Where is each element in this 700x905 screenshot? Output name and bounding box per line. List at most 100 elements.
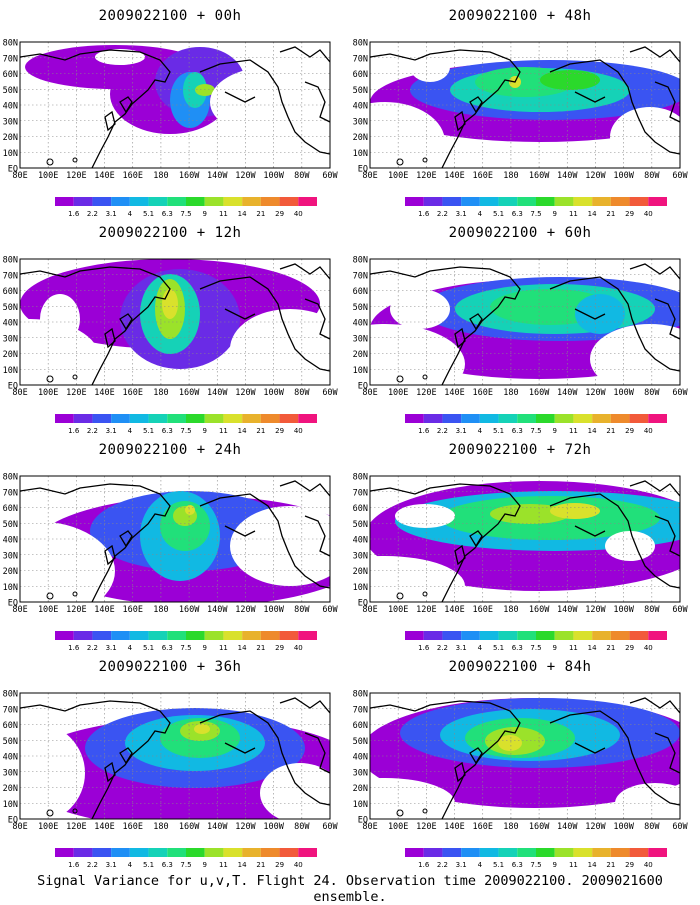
colorbar-tick-label: 2.2 bbox=[437, 644, 448, 652]
colorbar-swatch bbox=[148, 414, 168, 423]
colorbar-swatch bbox=[186, 197, 205, 206]
latitude-label: 30N bbox=[3, 334, 18, 344]
colorbar-swatch bbox=[186, 414, 205, 423]
colorbar-tick-label: 40 bbox=[644, 644, 653, 652]
longitude-label: 180 bbox=[503, 605, 518, 615]
latitude-label: 40N bbox=[3, 753, 18, 763]
colorbar-tick-label: 2.2 bbox=[87, 644, 98, 652]
colorbar-swatch bbox=[461, 197, 480, 206]
colorbar-tick-label: 3.1 bbox=[106, 644, 117, 652]
panel-title: 2009022100 + 12h bbox=[98, 225, 242, 241]
colorbar-swatch bbox=[73, 631, 93, 640]
colorbar-swatch bbox=[423, 631, 443, 640]
colorbar-tick-label: 7.5 bbox=[180, 427, 191, 435]
colorbar-tick-label: 5.1 bbox=[143, 644, 154, 652]
colorbar-tick-label: 5.1 bbox=[493, 861, 504, 869]
colorbar-swatch bbox=[479, 848, 499, 857]
colorbar-swatch bbox=[536, 414, 555, 423]
latitude-label: EQ bbox=[358, 816, 368, 826]
latitude-label: 10N bbox=[3, 366, 18, 376]
longitude-label: 100E bbox=[388, 822, 408, 832]
longitude-label: 80W bbox=[644, 388, 660, 398]
panel-title: 2009022100 + 36h bbox=[98, 659, 242, 675]
colorbar-swatch bbox=[648, 848, 667, 857]
variance-shading bbox=[194, 724, 210, 734]
colorbar-tick-label: 11 bbox=[569, 861, 578, 869]
latitude-label: EQ bbox=[358, 382, 368, 392]
variance-shading bbox=[195, 84, 215, 96]
longitude-label: 140E bbox=[94, 388, 114, 398]
colorbar-tick-label: 11 bbox=[219, 861, 228, 869]
longitude-label: 100W bbox=[263, 822, 284, 832]
colorbar-swatch bbox=[479, 197, 499, 206]
colorbar-swatch bbox=[298, 631, 317, 640]
colorbar-tick-label: 21 bbox=[256, 427, 265, 435]
longitude-label: 80W bbox=[644, 605, 660, 615]
colorbar-swatch bbox=[111, 848, 130, 857]
colorbar-tick-label: 29 bbox=[625, 644, 634, 652]
longitude-label: 80E bbox=[362, 822, 377, 832]
longitude-label: 60W bbox=[322, 171, 338, 181]
longitude-label: 80E bbox=[362, 605, 377, 615]
longitude-label: 140W bbox=[557, 388, 578, 398]
colorbar-swatch bbox=[442, 631, 462, 640]
colorbar-swatch bbox=[260, 197, 280, 206]
longitude-label: 120W bbox=[235, 822, 256, 832]
forecast-panel: 2009022100 + 00h 80N 70N 60N 50N 40N 30N 20N 10N… bbox=[0, 0, 340, 218]
colorbar-tick-label: 1.6 bbox=[418, 427, 430, 435]
colorbar-tick-label: 1.6 bbox=[68, 644, 80, 652]
colorbar-tick-label: 7.5 bbox=[530, 861, 541, 869]
longitude-label: 100W bbox=[263, 171, 284, 181]
longitude-label: 160W bbox=[529, 171, 550, 181]
colorbar-tick-label: 3.1 bbox=[456, 861, 467, 869]
colorbar-tick-label: 3.1 bbox=[106, 427, 117, 435]
longitude-label: 120E bbox=[416, 388, 436, 398]
colorbar-swatch bbox=[405, 414, 424, 423]
latitude-label: 20N bbox=[353, 350, 368, 360]
longitude-label: 120E bbox=[66, 822, 86, 832]
colorbar-tick-label: 7.5 bbox=[530, 427, 541, 435]
longitude-label: 160W bbox=[529, 822, 550, 832]
longitude-label: 120E bbox=[66, 171, 86, 181]
colorbar-tick-label: 6.3 bbox=[162, 427, 173, 435]
latitude-label: EQ bbox=[8, 816, 18, 826]
longitude-label: 140E bbox=[444, 605, 464, 615]
colorbar-swatch bbox=[629, 197, 649, 206]
colorbar-swatch bbox=[298, 848, 317, 857]
colorbar-swatch bbox=[461, 848, 480, 857]
colorbar-tick-label: 7.5 bbox=[530, 210, 541, 218]
colorbar-swatch bbox=[223, 631, 243, 640]
colorbar-swatch bbox=[242, 848, 261, 857]
longitude-label: 160E bbox=[472, 605, 492, 615]
longitude-label: 100E bbox=[388, 171, 408, 181]
colorbar-swatch bbox=[204, 414, 224, 423]
colorbar-tick-label: 6.3 bbox=[512, 861, 523, 869]
colorbar-swatch bbox=[204, 631, 224, 640]
latitude-label: 70N bbox=[3, 488, 18, 498]
panel-title: 2009022100 + 48h bbox=[448, 8, 592, 24]
colorbar-tick-label: 2.2 bbox=[437, 210, 448, 218]
longitude-label: 100W bbox=[613, 171, 634, 181]
colorbar-swatch bbox=[204, 197, 224, 206]
colorbar-swatch bbox=[55, 631, 74, 640]
colorbar-swatch bbox=[498, 197, 518, 206]
forecast-panel: 2009022100 + 48h 80N 70N 60N 50N 40N 30N 20N 10N… bbox=[350, 0, 690, 218]
latitude-label: 30N bbox=[353, 768, 368, 778]
forecast-panel: 2009022100 + 84h 80N 70N 60N 50N 40N 30N 20N 10N… bbox=[350, 651, 690, 869]
longitude-label: 80W bbox=[294, 388, 310, 398]
colorbar-swatch bbox=[554, 631, 574, 640]
colorbar-swatch bbox=[298, 197, 317, 206]
latitude-label: 40N bbox=[3, 536, 18, 546]
colorbar-swatch bbox=[629, 848, 649, 857]
colorbar-tick-label: 40 bbox=[644, 861, 653, 869]
colorbar-tick-label: 4 bbox=[478, 644, 483, 652]
longitude-label: 120W bbox=[585, 822, 606, 832]
colorbar-tick-label: 14 bbox=[238, 210, 247, 218]
colorbar-tick-label: 6.3 bbox=[512, 644, 523, 652]
colorbar-swatch bbox=[129, 197, 149, 206]
colorbar-tick-label: 7.5 bbox=[180, 210, 191, 218]
colorbar-tick-label: 21 bbox=[256, 644, 265, 652]
colorbar-swatch bbox=[279, 197, 299, 206]
